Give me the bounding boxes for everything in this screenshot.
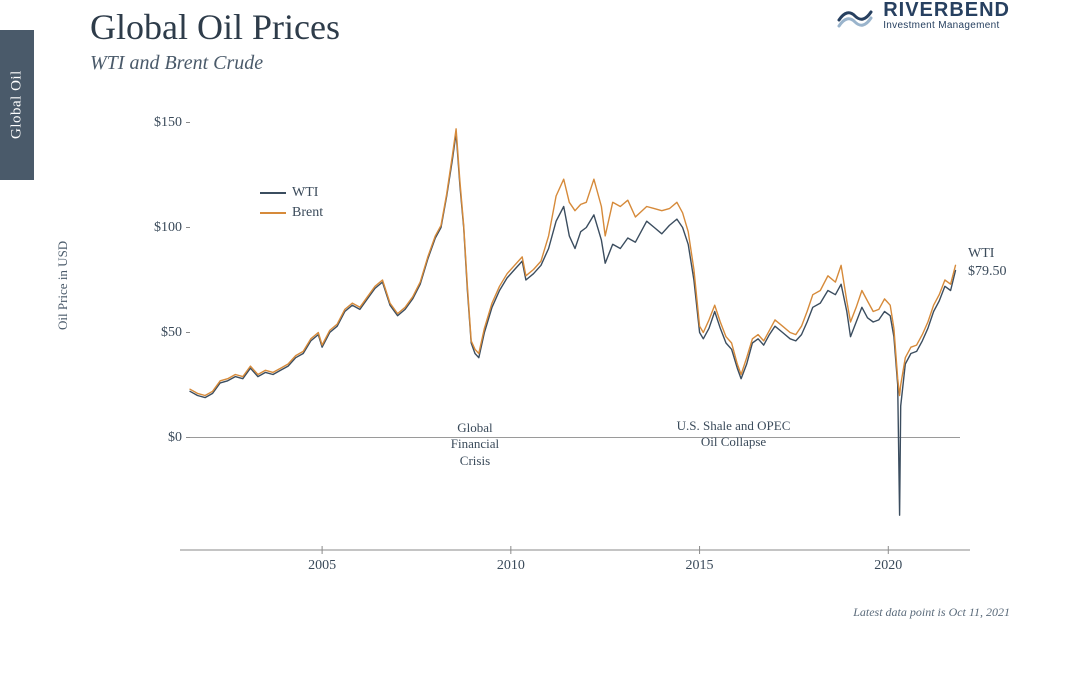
x-tick-label: 2020 xyxy=(874,558,902,574)
series-brent xyxy=(190,129,956,396)
x-tick-label: 2015 xyxy=(686,558,714,574)
y-tick-label: $150 xyxy=(154,115,182,131)
logo-name: RIVERBEND xyxy=(883,0,1010,20)
page-title: Global Oil Prices xyxy=(90,6,340,48)
annotation: U.S. Shale and OPECOil Collapse xyxy=(677,418,791,451)
legend-label: WTI xyxy=(292,185,318,201)
x-tick-label: 2005 xyxy=(308,558,336,574)
y-axis-title: Oil Price in USD xyxy=(55,241,71,330)
legend: WTI Brent xyxy=(260,183,323,223)
logo-icon xyxy=(837,2,873,30)
page-subtitle: WTI and Brent Crude xyxy=(90,52,263,75)
legend-swatch xyxy=(260,192,286,194)
legend-item: WTI xyxy=(260,183,323,203)
y-tick-label: $100 xyxy=(154,220,182,236)
chart-area: $0$50$100$1502005201020152020WTIBrentGlo… xyxy=(90,100,1010,570)
legend-item: Brent xyxy=(260,203,323,223)
end-value-label: WTI$79.50 xyxy=(968,245,1007,280)
x-tick-label: 2010 xyxy=(497,558,525,574)
legend-label: Brent xyxy=(292,205,323,221)
side-tab: Global Oil xyxy=(0,30,34,180)
annotation: GlobalFinancialCrisis xyxy=(451,420,499,469)
y-tick-label: $0 xyxy=(168,430,182,446)
footnote: Latest data point is Oct 11, 2021 xyxy=(853,605,1010,620)
chart-svg xyxy=(90,100,1010,570)
brand-logo: RIVERBEND Investment Management xyxy=(837,0,1010,31)
logo-sub: Investment Management xyxy=(883,20,1010,31)
legend-swatch xyxy=(260,212,286,214)
y-tick-label: $50 xyxy=(161,325,182,341)
